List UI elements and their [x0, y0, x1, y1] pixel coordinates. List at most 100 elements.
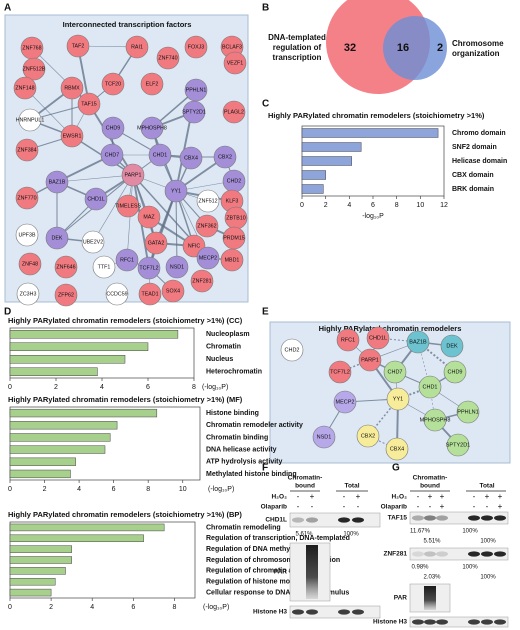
- node-label: SPTY2D1: [182, 109, 206, 115]
- bar: [9, 577, 56, 586]
- node-label: HNRNPUL1: [16, 117, 45, 123]
- node-label: RFC1: [120, 257, 134, 263]
- x-tick-label: 6: [131, 604, 135, 611]
- node-label: TCF20: [105, 81, 121, 87]
- node-label: YY1: [171, 188, 181, 194]
- network-node: [386, 387, 410, 411]
- network-node: [406, 330, 430, 354]
- lane-sign: -: [343, 502, 346, 511]
- category-label: SNF2 domain: [452, 144, 497, 151]
- blot-label: Histone H3: [253, 609, 287, 616]
- x-tick-label: 2: [54, 384, 58, 391]
- venn-label: regulation of: [273, 43, 322, 52]
- par-smear: [424, 586, 436, 610]
- node-label: ZC3H3: [20, 291, 37, 297]
- x-tick-label: 6: [371, 202, 375, 209]
- network-node: [140, 116, 164, 140]
- x-tick-label: 2: [43, 486, 47, 493]
- node-label: PARP1: [125, 172, 142, 178]
- x-tick-label: 8: [146, 486, 150, 493]
- network-node: [184, 35, 208, 59]
- network-node: [22, 57, 46, 81]
- x-tick-label: 2: [324, 202, 328, 209]
- node-label: ZNF512: [198, 198, 217, 204]
- network-edge: [126, 174, 134, 261]
- network-edge: [175, 190, 178, 268]
- band: [292, 609, 304, 615]
- node-label: KLF3: [226, 198, 239, 204]
- treatment-label: Olaparib: [381, 504, 407, 511]
- category-label: Histone binding: [206, 410, 259, 417]
- node-label: CBX4: [184, 155, 198, 161]
- x-tick-label: 6: [112, 486, 116, 493]
- blot-header: Total: [479, 483, 494, 490]
- bar: [301, 184, 324, 194]
- panel-label: C: [262, 99, 269, 110]
- category-label: Regulation of DNA methylation: [206, 546, 309, 553]
- lane-sign: -: [486, 502, 489, 511]
- category-label: Chromatin: [206, 344, 241, 351]
- network-node: [280, 338, 304, 362]
- node-label: DEK: [446, 343, 458, 349]
- treatment-label: H₂O₂: [391, 494, 407, 501]
- category-label: Regulation of histone modification: [206, 579, 321, 586]
- bar: [9, 408, 158, 418]
- network-node: [15, 186, 39, 210]
- network-node: [60, 124, 84, 148]
- node-label: CHD1: [153, 152, 167, 158]
- treatment-label: H₂O₂: [271, 494, 287, 501]
- node-label: CHD9: [448, 369, 463, 375]
- blot: [409, 616, 509, 628]
- node-label: CHD2: [285, 347, 300, 353]
- panel-label: E: [262, 307, 269, 318]
- bar: [9, 523, 165, 532]
- network-edge: [88, 103, 134, 176]
- x-tick-label: 12: [440, 202, 448, 209]
- node-label: VEZF1: [227, 60, 244, 66]
- x-tick-label: 0: [8, 384, 12, 391]
- category-label: Chromo domain: [452, 130, 506, 137]
- quantification: 5.51%: [423, 539, 441, 545]
- category-label: Chromatin binding: [206, 434, 268, 441]
- x-axis-label: (-log₁₀P): [203, 604, 229, 611]
- venn-count: 16: [397, 42, 409, 54]
- band: [424, 551, 436, 557]
- network-node: [456, 400, 480, 424]
- network-node: [336, 328, 360, 352]
- band: [338, 609, 350, 615]
- network-node: [105, 282, 129, 306]
- network-edge: [148, 190, 177, 269]
- band: [306, 609, 318, 615]
- network-node: [15, 223, 39, 247]
- node-label: BAZ1B: [49, 179, 66, 185]
- venn-label: transcription: [273, 53, 322, 62]
- lane-sign: -: [311, 502, 314, 511]
- node-label: TTF1: [98, 264, 111, 270]
- network-node: [312, 425, 336, 449]
- network-node: [81, 230, 105, 254]
- venn-label: organization: [452, 49, 500, 58]
- network-node: [77, 92, 101, 116]
- node-label: CBX4: [390, 446, 404, 452]
- bar: [9, 457, 76, 466]
- network-node: [100, 143, 124, 167]
- category-label: ATP hydrolysis activity: [206, 459, 282, 466]
- blot: [409, 547, 509, 561]
- node-label: RAI1: [131, 44, 143, 50]
- band: [412, 551, 424, 557]
- node-label: CHD2: [227, 178, 241, 184]
- lane-sign: -: [297, 502, 300, 511]
- node-label: ZNF770: [17, 195, 36, 201]
- lane-sign: -: [297, 492, 300, 501]
- node-label: ZNF48: [22, 261, 38, 267]
- bar: [9, 433, 111, 442]
- blot-header: Total: [344, 483, 359, 490]
- quantification: 100%: [462, 529, 478, 535]
- quantification: 100%: [462, 565, 478, 571]
- x-tick-label: 0: [300, 202, 304, 209]
- network-node: [356, 424, 380, 448]
- node-label: MPHOSPH8: [137, 125, 167, 131]
- par-smear: [306, 545, 318, 599]
- node-label: ZNF362: [197, 223, 216, 229]
- node-label: TEAD1: [141, 291, 158, 297]
